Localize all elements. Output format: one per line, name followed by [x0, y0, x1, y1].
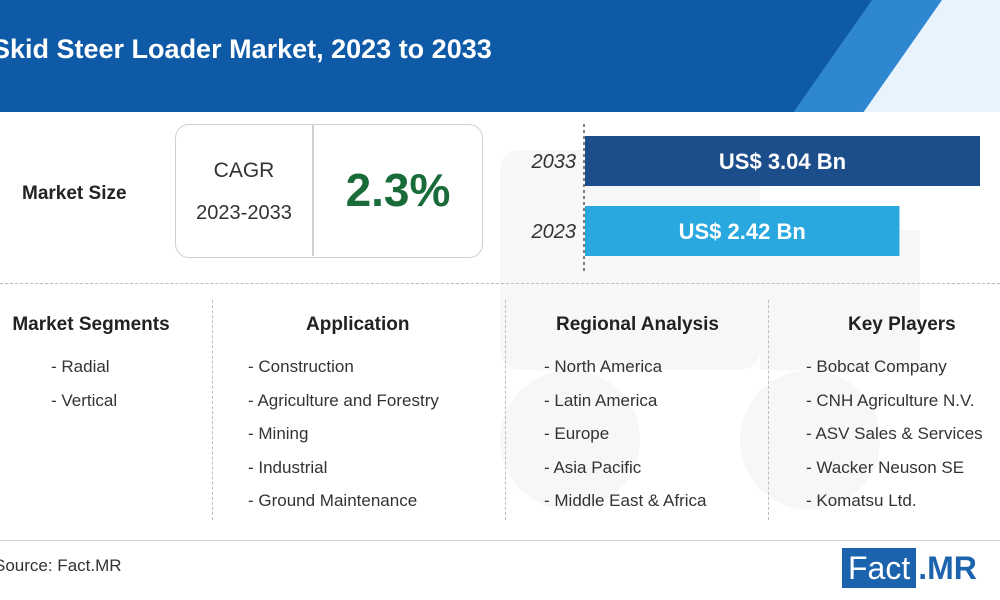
header-band: Skid Steer Loader Market, 2023 to 2033: [0, 0, 1000, 112]
bar-2023: [585, 206, 900, 256]
market-size-label: Market Size: [22, 183, 127, 204]
market-value-bar-chart: 2033 US$ 3.04 Bn 2023 US$ 2.42 Bn: [531, 124, 980, 274]
list-item: - Radial: [51, 357, 110, 376]
list-item: - Wacker Neuson SE: [806, 457, 965, 477]
cagr-value: 2.3%: [345, 164, 451, 216]
column-divider: [212, 300, 213, 520]
segment-title: Key Players: [848, 314, 956, 335]
segment-title: Application: [306, 314, 410, 335]
list-item: - North America: [544, 357, 663, 376]
bar-2033: [585, 136, 980, 186]
cagr-box: CAGR 2023-2033 2.3%: [175, 124, 483, 258]
segment-list: - North America - Latin America - Europe…: [544, 350, 754, 518]
list-item: - Agriculture and Forestry: [248, 390, 439, 410]
segment-column-application: Application - Construction - Agriculture…: [248, 314, 488, 518]
source-text: Source: Fact.MR: [0, 556, 122, 575]
list-item: - Asia Pacific: [544, 457, 642, 477]
list-item: - Industrial: [248, 457, 328, 477]
list-item: - Ground Maintenance: [248, 491, 418, 510]
segment-list: - Radial - Vertical: [6, 350, 176, 417]
bar-category-label: 2033: [531, 151, 577, 173]
page-title: Skid Steer Loader Market, 2023 to 2033: [0, 34, 492, 64]
list-item: - Europe: [544, 424, 610, 443]
list-item: - Mining: [248, 424, 309, 443]
factmr-logo: Fact .MR: [842, 548, 977, 588]
segment-column-market-segments: Market Segments - Radial - Vertical: [6, 314, 176, 417]
logo-main-text: Fact: [842, 548, 917, 588]
bar-value-label: US$ 2.42 Bn: [679, 219, 806, 244]
segment-list: - Construction - Agriculture and Forestr…: [248, 350, 488, 518]
column-divider: [768, 300, 769, 520]
cagr-divider: [312, 125, 314, 256]
segment-title: Regional Analysis: [556, 314, 719, 335]
segment-list: - Bobcat Company - CNH Agriculture N.V. …: [806, 350, 1000, 518]
list-item: - Construction: [248, 357, 354, 376]
bar-category-label: 2023: [531, 221, 577, 243]
cagr-label: CAGR: [213, 159, 275, 182]
column-divider: [505, 300, 506, 520]
footer-divider: [0, 540, 1000, 541]
list-item: - Bobcat Company: [806, 357, 947, 376]
segment-column-regional-analysis: Regional Analysis - North America - Lati…: [544, 314, 754, 518]
segment-column-key-players: Key Players - Bobcat Company - CNH Agric…: [806, 314, 1000, 518]
logo-suffix-text: .MR: [918, 550, 977, 586]
list-item: - Middle East & Africa: [544, 491, 707, 510]
list-item: - Komatsu Ltd.: [806, 491, 917, 510]
list-item: - ASV Sales & Services: [806, 424, 983, 443]
bar-value-label: US$ 3.04 Bn: [719, 149, 846, 174]
list-item: - CNH Agriculture N.V.: [806, 390, 975, 410]
cagr-period: 2023-2033: [196, 202, 292, 224]
list-item: - Vertical: [51, 390, 118, 410]
segment-title: Market Segments: [12, 314, 170, 335]
section-divider: [0, 283, 1000, 284]
list-item: - Latin America: [544, 390, 658, 410]
